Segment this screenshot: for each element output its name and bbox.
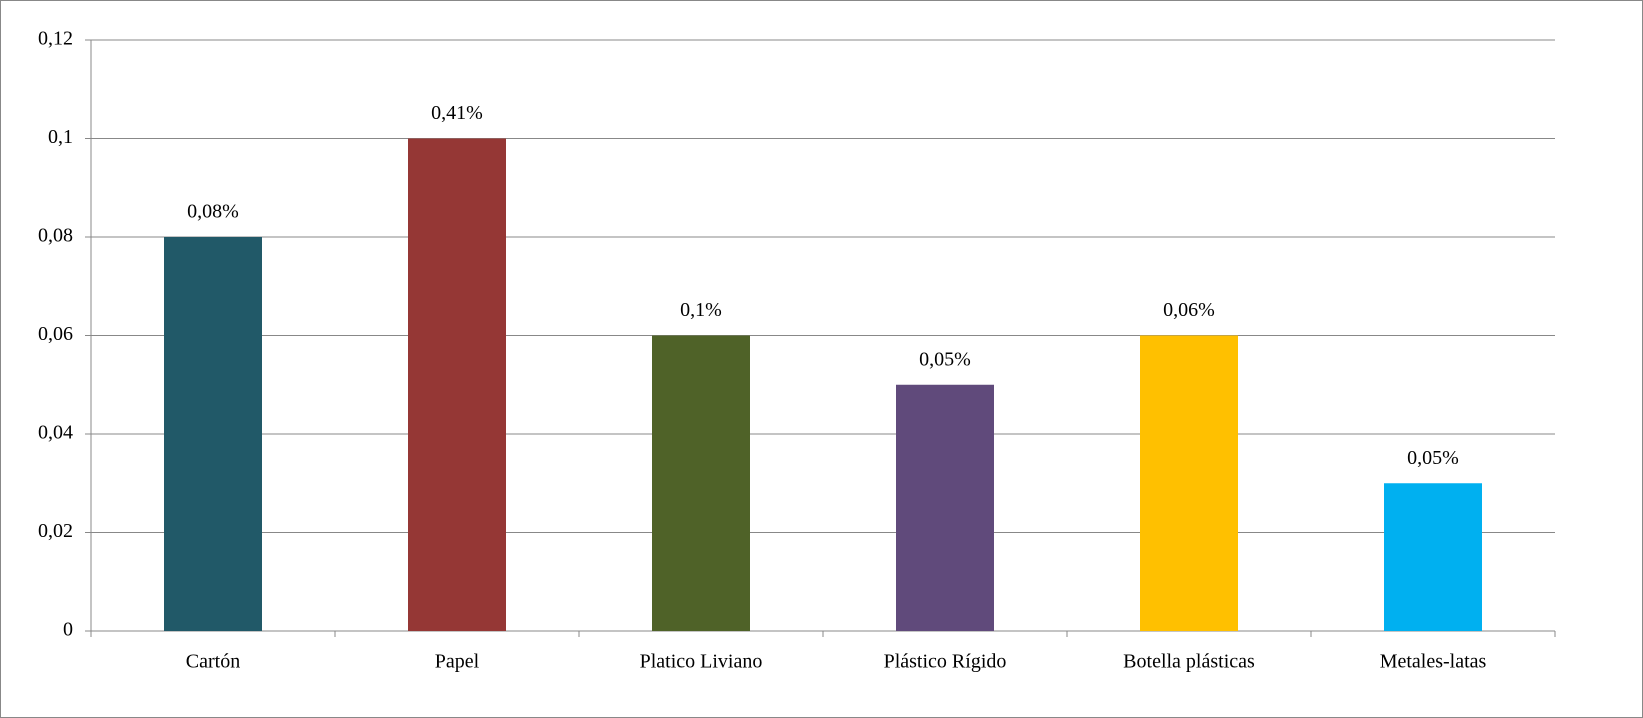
x-tick-label: Platico Liviano: [640, 651, 763, 673]
bar: [408, 138, 506, 631]
x-tick-label: Metales-latas: [1380, 651, 1487, 673]
y-tick-label: 0,12: [38, 28, 73, 50]
y-tick-label: 0,04: [38, 422, 73, 444]
y-tick-label: 0,1: [48, 126, 73, 148]
y-tick-label: 0,08: [38, 225, 73, 247]
bar-label: 0,06%: [1163, 299, 1215, 321]
x-tick-label: Botella plásticas: [1123, 651, 1255, 673]
bar-label: 0,41%: [431, 102, 483, 124]
bar: [896, 384, 994, 631]
bar: [1384, 483, 1482, 631]
bar-label: 0,08%: [187, 201, 239, 223]
x-tick-label: Plástico Rígido: [884, 651, 1007, 673]
bar: [164, 237, 262, 631]
y-tick-label: 0,06: [38, 323, 73, 345]
bar-label: 0,05%: [1407, 447, 1459, 469]
y-tick-label: 0,02: [38, 520, 73, 542]
x-tick-label: Cartón: [186, 651, 240, 673]
x-tick-label: Papel: [435, 651, 480, 673]
bar-label: 0,1%: [680, 299, 722, 321]
bar: [652, 335, 750, 631]
y-tick-label: 0: [63, 619, 73, 641]
bar: [1140, 335, 1238, 631]
bar-label: 0,05%: [919, 348, 971, 370]
